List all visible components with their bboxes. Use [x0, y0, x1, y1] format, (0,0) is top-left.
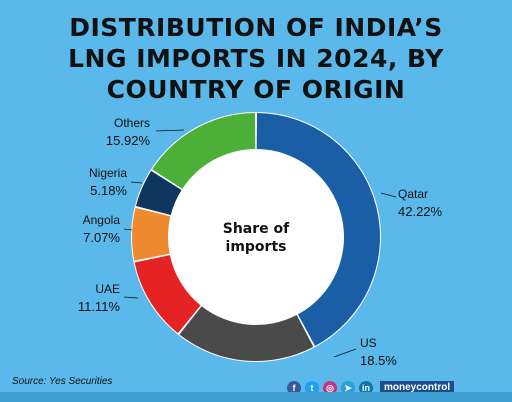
slice-value-others: 15.92%: [106, 133, 151, 148]
slice-uae: [134, 255, 201, 334]
source-note: Source: Yes Securities: [12, 376, 113, 387]
telegram-icon[interactable]: ➤: [341, 381, 355, 395]
leader-line-qatar: [380, 192, 397, 198]
facebook-icon[interactable]: f: [287, 381, 301, 395]
brand-logo: moneycontrol: [380, 381, 455, 394]
center-label-line-2: imports: [226, 239, 287, 255]
slice-value-qatar: 42.22%: [398, 204, 443, 219]
leader-line-others: [155, 129, 185, 132]
slice-nigeria: [135, 170, 182, 215]
title-line-2: LNG IMPORTS IN 2024, BY: [68, 44, 444, 73]
social-icons: f t ◎ ➤ in: [287, 380, 373, 396]
ground-strip: [0, 392, 512, 402]
slice-us: [179, 306, 314, 361]
slice-label-qatar: Qatar: [398, 187, 428, 201]
title-line-1: DISTRIBUTION OF INDIA’S: [69, 13, 443, 42]
linkedin-icon[interactable]: in: [359, 381, 373, 395]
slice-others: [152, 113, 256, 189]
slice-value-uae: 11.11%: [78, 299, 121, 314]
twitter-icon[interactable]: t: [305, 381, 319, 395]
leader-line-angola: [123, 228, 133, 231]
leader-line-uae: [123, 296, 139, 299]
title-line-3: COUNTRY OF ORIGIN: [106, 75, 406, 104]
slice-label-others: Others: [114, 116, 150, 130]
slice-value-angola: 7.07%: [83, 230, 120, 245]
slice-label-us: US: [360, 336, 377, 350]
center-label-line-1: Share of: [223, 221, 290, 237]
slice-qatar: [256, 113, 380, 347]
slice-label-nigeria: Nigeria: [89, 166, 127, 180]
slice-value-us: 18.5%: [360, 353, 397, 368]
slice-label-uae: UAE: [95, 282, 120, 296]
chart-title: DISTRIBUTION OF INDIA’S LNG IMPORTS IN 2…: [0, 12, 512, 105]
leader-line-us: [333, 348, 357, 358]
instagram-icon[interactable]: ◎: [323, 381, 337, 395]
slice-label-angola: Angola: [83, 213, 121, 227]
slice-value-nigeria: 5.18%: [90, 183, 127, 198]
slice-angola: [131, 207, 171, 261]
leader-line-nigeria: [130, 181, 143, 184]
